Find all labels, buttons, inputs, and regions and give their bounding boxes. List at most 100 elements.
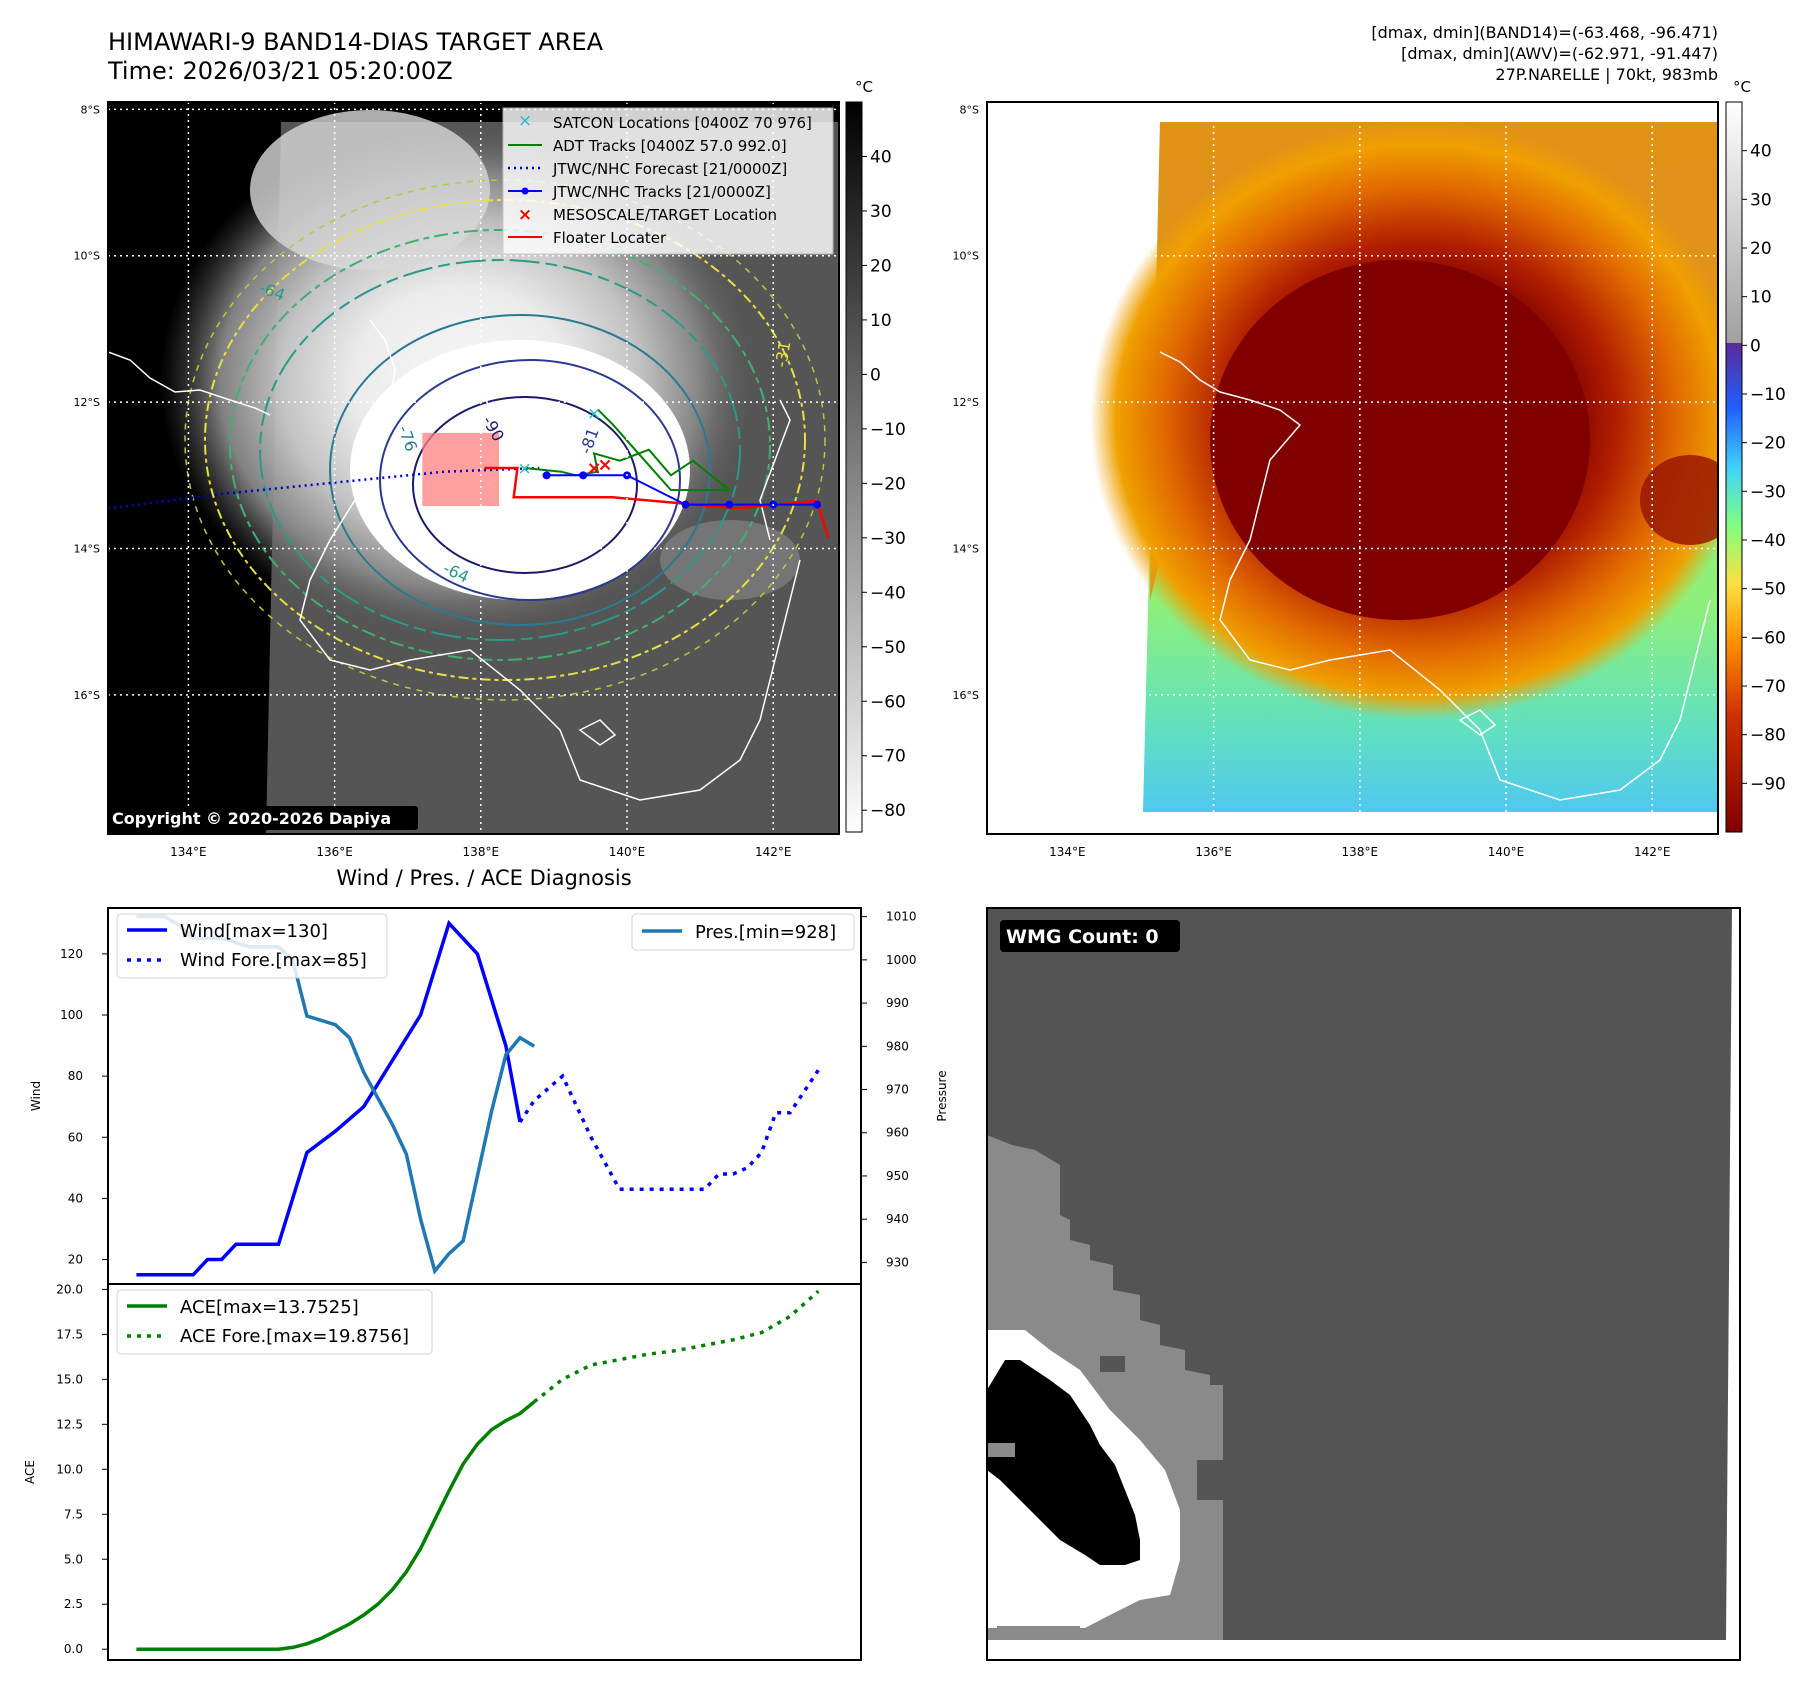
ace-y-tick-label: 15.0 [56,1372,83,1386]
ace-y-axis-label: ACE [23,1460,37,1484]
awv-map-lon-labels: 134°E 136°E 138°E 140°E 142°E [1049,845,1670,859]
lon-tick-label: 140°E [609,845,646,859]
wind-y-ticks: 20 40 60 80 100 120 [60,947,108,1267]
pressure-y-tick-label: 940 [886,1212,909,1226]
awv-cold-core [1210,260,1590,620]
lon-tick-label: 136°E [1195,845,1232,859]
wmg-bottom-strip [997,1626,1080,1640]
coastline-island [578,719,617,746]
satcon-markers: ×× [518,404,602,479]
jtwc-track-point [579,471,588,480]
lat-tick-label: 14°S [74,543,100,556]
colorbar-tick-label: 20 [870,256,892,276]
wmg-count-label: WMG Count: 0 [1006,926,1159,948]
satcon-marker: × [587,404,601,424]
pressure-legend-label: Pres.[min=928] [695,922,836,943]
jtwc-track-point [725,500,734,509]
ir-map-lat-labels: 8°S 10°S 12°S 14°S 16°S [74,103,100,702]
pressure-y-tick-label: 1010 [886,910,917,924]
ir-colorbar: °C 40 30 20 10 0 −10 −20 −30 −40 −50 −60 −70 −80 [845,78,906,833]
lon-tick-label: 138°E [1342,845,1379,859]
colorbar-tick-label: 0 [1750,336,1761,356]
colorbar-tick-label: −90 [1750,774,1786,794]
colorbar-tick-label: 10 [1750,288,1772,308]
stats-awv: [dmax, dmin](AWV)=(-62.971, -91.447) [1401,44,1718,63]
ir-colorbar-unit: °C [855,78,873,96]
legend-floater-label: Floater Locater [553,229,667,247]
legend-jtwc-dot [521,187,529,195]
wind-y-axis-label: Wind [29,1081,43,1111]
wind-forecast-legend-label: Wind Fore.[max=85] [180,950,367,971]
ace-forecast-legend-label: ACE Fore.[max=19.8756] [180,1326,409,1347]
legend-satcon-marker: × [518,111,532,131]
awv-coastline [1159,351,1711,801]
ace-forecast-series-line [533,1289,820,1404]
ir-cloud-patch [660,520,800,600]
ace-plot-frame [107,1283,862,1661]
wind-y-tick-label: 60 [68,1130,83,1144]
colorbar-tick-label: −20 [870,474,906,494]
colorbar-tick-label: −30 [870,529,906,549]
storm-info: 27P.NARELLE | 70kt, 983mb [1495,65,1718,84]
contour-minus50 [229,229,771,661]
lat-tick-label: 8°S [960,103,979,116]
ace-y-ticks: 0.0 2.5 5.0 7.5 10.0 12.5 15.0 17.5 20.0 [56,1282,108,1656]
awv-colorbar: °C 40 30 20 10 0 −10 −20 −30 −40 −50 −60 −70 −80 −90 [1725,78,1786,833]
colorbar-tick-label: 0 [870,365,881,385]
legend-satcon-label: SATCON Locations [0400Z 70 976] [553,114,812,132]
lat-tick-label: 12°S [74,396,100,409]
colorbar-tick-label: 40 [870,147,892,167]
lat-tick-label: 10°S [953,250,979,263]
lat-tick-label: 12°S [953,396,979,409]
ace-y-tick-label: 17.5 [56,1327,83,1341]
awv-colorbar-unit: °C [1733,78,1751,96]
colorbar-tick-label: −40 [870,583,906,603]
colorbar-tick-label: −80 [1750,726,1786,746]
wind-pressure-chart: 20 40 60 80 100 120 930 940 950 960 970 980 990 1000… [29,907,949,1285]
jtwc-forecast-track [108,466,540,510]
ir-map-frame [107,101,840,835]
copyright-text: Copyright © 2020-2026 Dapiya [112,809,391,828]
ir-map-panel: ×× ×× -90 -81 -76 -64 -64 -31 × SATCON L… [74,101,840,859]
colorbar-tick-label: −20 [1750,434,1786,454]
colorbar-tick-label: 40 [1750,142,1772,162]
wmg-gray-notch [1100,1356,1125,1372]
wind-y-tick-label: 120 [60,947,83,961]
ace-y-tick-label: 5.0 [64,1552,83,1566]
pressure-y-tick-label: 990 [886,996,909,1010]
lat-tick-label: 16°S [953,689,979,702]
awv-cold-patch [1640,455,1718,545]
jtwc-track-points [542,471,822,509]
pressure-y-ticks: 930 940 950 960 970 980 990 1000 1010 [861,910,917,1269]
wmg-panel: WMG Count: 0 [986,907,1741,1661]
diagnosis-title: Wind / Pres. / ACE Diagnosis [336,866,631,890]
ace-y-tick-label: 7.5 [64,1507,83,1521]
legend-adt-label: ADT Tracks [0400Z 57.0 992.0] [553,137,787,155]
pressure-y-axis-label: Pressure [935,1070,949,1121]
legend-jtwc-label: JTWC/NHC Tracks [21/0000Z] [552,183,771,201]
target-markers: ×× [587,454,613,479]
colorbar-tick-label: 30 [870,202,892,222]
wind-legend-box [116,913,388,979]
awv-map-lat-labels: 8°S 10°S 12°S 14°S 16°S [953,103,979,702]
wind-y-tick-label: 40 [68,1191,83,1205]
lon-tick-label: 138°E [463,845,500,859]
colorbar-tick-label: −70 [1750,677,1786,697]
colorbar-tick-label: −50 [1750,580,1786,600]
pressure-y-tick-label: 960 [886,1126,909,1140]
lon-tick-label: 134°E [170,845,207,859]
colorbar-tick-label: 20 [1750,239,1772,259]
legend-forecast-label: JTWC/NHC Forecast [21/0000Z] [552,160,787,178]
coastline-cape [759,399,791,541]
wind-y-tick-label: 80 [68,1069,83,1083]
figure-title: HIMAWARI-9 BAND14-DIAS TARGET AREA [108,28,604,56]
wind-y-tick-label: 100 [60,1008,83,1022]
ir-colorbar-bar [845,101,863,833]
contour-minus90 [412,396,638,574]
colorbar-tick-label: 30 [1750,190,1772,210]
lon-tick-label: 140°E [1488,845,1525,859]
colorbar-tick-label: −60 [1750,628,1786,648]
colorbar-tick-label: −40 [1750,531,1786,551]
colorbar-tick-label: −80 [870,801,906,821]
